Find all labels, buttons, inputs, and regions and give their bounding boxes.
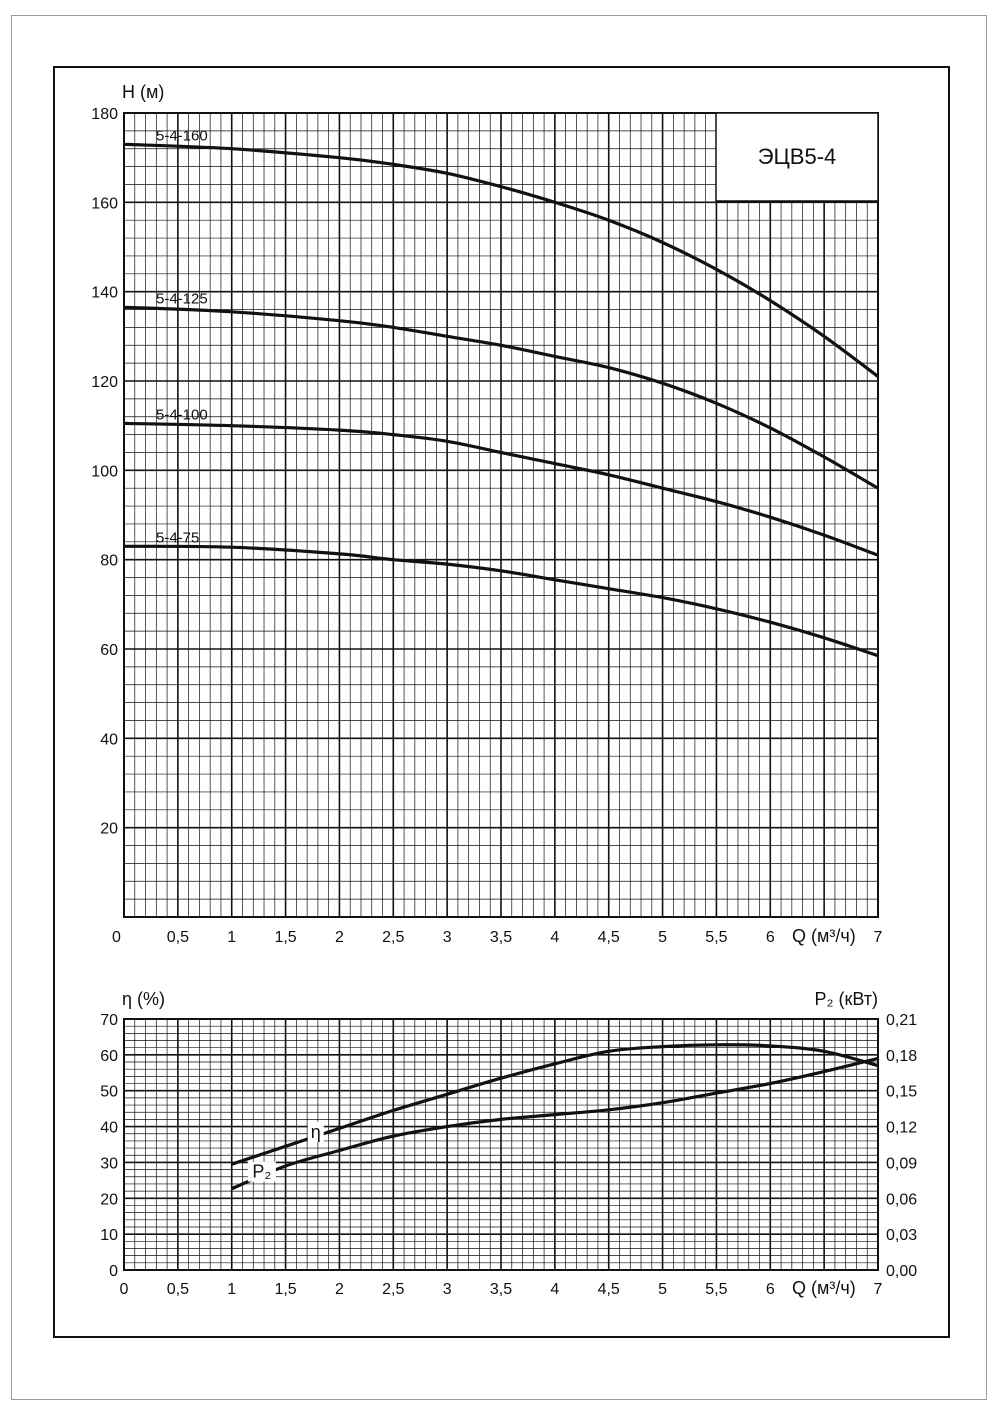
y-right-tick-label: 0,06 [886, 1191, 917, 1208]
y-left-tick-label: 50 [100, 1084, 118, 1101]
y-tick-label: 160 [91, 195, 118, 212]
curve-5-4-160 [123, 142, 879, 378]
y-tick-label: 120 [91, 374, 118, 391]
plot-frame [123, 1018, 879, 1271]
y-right-tick-label: 0,00 [886, 1263, 917, 1280]
x-tick-label: 1 [227, 1281, 236, 1298]
x-tick-label: 5,5 [705, 929, 727, 946]
x-axis-title: Q (м³/ч) [792, 926, 856, 946]
x-tick-label: 0,5 [167, 1281, 189, 1298]
y-left-tick-label: 40 [100, 1120, 118, 1137]
x-tick-label: 5,5 [705, 1281, 727, 1298]
y-tick-label: 180 [91, 106, 118, 123]
x-tick-label: 7 [874, 929, 883, 946]
plot-frame [123, 112, 879, 918]
head-curves [123, 142, 879, 658]
y-right-tick-label: 0,09 [886, 1155, 917, 1172]
x-tick-label: 2,5 [382, 929, 404, 946]
x-tick-label: 4,5 [598, 929, 620, 946]
x-tick-label: 4 [550, 1281, 559, 1298]
x-tick-label: 6 [766, 1281, 775, 1298]
y-right-tick-label: 0,12 [886, 1120, 917, 1137]
x-tick-label: 7 [874, 1281, 883, 1298]
y-tick-label: 80 [100, 553, 118, 570]
curve-label-efficiency: η [311, 1122, 321, 1142]
y-tick-label: 140 [91, 285, 118, 302]
curve-power [231, 1056, 879, 1191]
x-tick-label: 3,5 [490, 929, 512, 946]
x-tick-label: 3,5 [490, 1281, 512, 1298]
y-tick-label: 20 [100, 821, 118, 838]
efficiency-power-curves [231, 1043, 879, 1191]
y-left-tick-label: 10 [100, 1227, 118, 1244]
x-tick-label: 4,5 [598, 1281, 620, 1298]
y-left-tick-label: 0 [109, 1263, 118, 1280]
y-right-tick-label: 0,15 [886, 1084, 917, 1101]
curve-label-5-4-75: 5-4-75 [156, 529, 199, 546]
x-tick-label: 4 [550, 929, 559, 946]
page-frame [11, 15, 987, 1400]
x-tick-label: 0 [112, 929, 121, 946]
x-tick-label: 0,5 [167, 929, 189, 946]
curve-efficiency [231, 1043, 879, 1166]
curve-5-4-75 [123, 544, 879, 658]
y-right-tick-label: 0,18 [886, 1048, 917, 1065]
x-tick-label: 1,5 [274, 1281, 296, 1298]
y-left-axis-title: η (%) [122, 989, 165, 1009]
y-left-tick-label: 70 [100, 1012, 118, 1029]
curve-5-4-125 [123, 305, 879, 490]
curve-5-4-100 [123, 421, 879, 557]
chart-sheet [53, 66, 950, 1338]
x-tick-label: 3 [443, 929, 452, 946]
x-axis-title: Q (м³/ч) [792, 1278, 856, 1298]
efficiency-chart-grid [123, 1018, 879, 1271]
x-tick-label: 2 [335, 929, 344, 946]
efficiency-chart-labels: ηP₂0102030405060700,000,030,060,090,120,… [100, 989, 917, 1298]
curve-label-5-4-160: 5-4-160 [156, 127, 208, 144]
x-tick-label: 1,5 [274, 929, 296, 946]
y-left-tick-label: 60 [100, 1048, 118, 1065]
chart-title: ЭЦВ5-4 [758, 144, 837, 169]
x-tick-label: 0 [120, 1281, 129, 1298]
power-label-bg [247, 1161, 276, 1182]
y-tick-label: 60 [100, 642, 118, 659]
x-tick-label: 2,5 [382, 1281, 404, 1298]
curve-label-5-4-125: 5-4-125 [156, 290, 208, 307]
y-right-axis-title: P₂ (кВт) [814, 989, 878, 1009]
curve-label-5-4-100: 5-4-100 [156, 406, 208, 423]
head-chart-labels: 5-4-1605-4-1255-4-1005-4-752040608010012… [91, 82, 882, 946]
y-left-tick-label: 20 [100, 1191, 118, 1208]
x-tick-label: 5 [658, 929, 667, 946]
y-tick-label: 40 [100, 731, 118, 748]
x-tick-label: 5 [658, 1281, 667, 1298]
x-tick-label: 6 [766, 929, 775, 946]
x-tick-label: 1 [227, 929, 236, 946]
y-axis-title: H (м) [122, 82, 164, 102]
y-right-tick-label: 0,03 [886, 1227, 917, 1244]
y-right-tick-label: 0,21 [886, 1012, 917, 1029]
y-tick-label: 100 [91, 463, 118, 480]
eta-label-bg [307, 1121, 324, 1142]
chart-title-box: ЭЦВ5-4 [715, 112, 879, 202]
x-tick-label: 3 [443, 1281, 452, 1298]
y-left-tick-label: 30 [100, 1155, 118, 1172]
curve-label-power: P₂ [252, 1162, 271, 1182]
x-tick-label: 2 [335, 1281, 344, 1298]
